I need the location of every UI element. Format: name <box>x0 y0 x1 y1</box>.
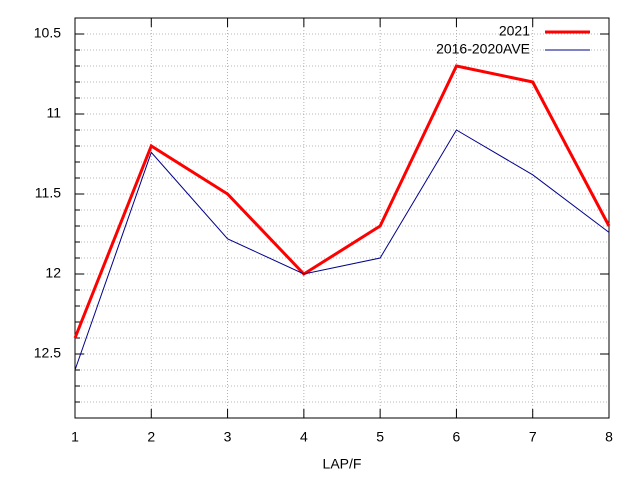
series-line <box>74 129 610 371</box>
y-tick-label: 12.5 <box>34 345 61 361</box>
y-tick-label: 12 <box>45 265 61 281</box>
x-axis-label: LAP/F <box>323 456 362 472</box>
legend-label: 2016-2020AVE <box>436 41 530 57</box>
series-line <box>73 64 611 339</box>
y-tick-label: 11.5 <box>35 185 61 201</box>
x-tick-label: 8 <box>605 429 613 445</box>
x-tick-label: 7 <box>529 429 537 445</box>
y-tick-label: 11 <box>46 105 61 121</box>
x-tick-label: 5 <box>376 429 384 445</box>
x-tick-label: 6 <box>453 429 461 445</box>
legend-label: 2021 <box>499 23 530 39</box>
x-tick-label: 3 <box>224 429 232 445</box>
plot-border <box>74 17 610 419</box>
x-tick-label: 2 <box>147 429 155 445</box>
y-tick-label: 10.5 <box>34 25 61 41</box>
x-tick-label: 1 <box>71 429 79 445</box>
x-tick-label: 4 <box>300 429 308 445</box>
